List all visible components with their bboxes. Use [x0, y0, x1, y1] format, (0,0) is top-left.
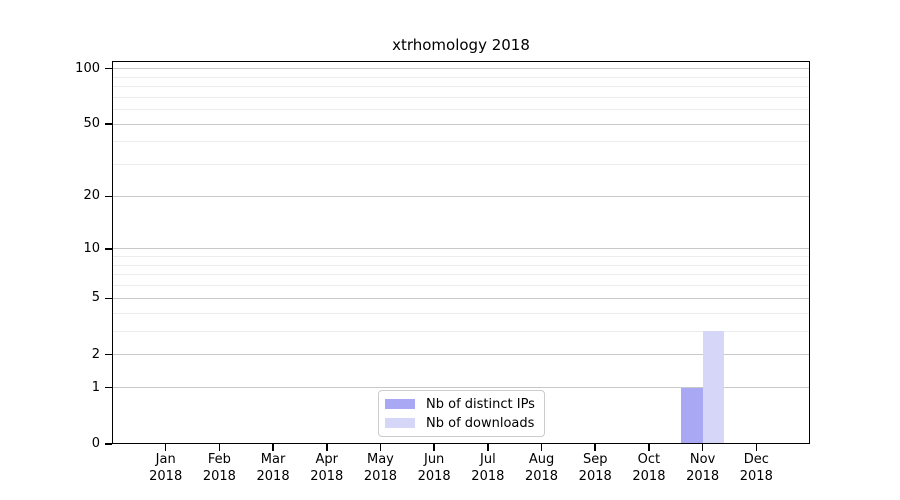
gridline-minor-9 [112, 256, 810, 258]
y-tick-label-2: 2 [91, 346, 100, 362]
x-tick-label-line: 2018 [578, 469, 612, 484]
x-tick-label-mar-2018: Mar 2018 [243, 451, 303, 485]
x-tick-label-line: 2018 [632, 469, 666, 484]
x-tick-label-line: May [367, 452, 394, 467]
bar-nov-2018-nb-of-downloads [702, 331, 725, 444]
gridline-major-50 [112, 123, 810, 125]
x-tick-mark-sep-2018 [594, 444, 596, 451]
gridline-minor-90 [112, 76, 810, 78]
x-tick-label-line: 2018 [149, 469, 183, 484]
y-tick-label-100: 100 [75, 60, 100, 76]
legend-item-downloads: Nb of downloads [385, 416, 538, 431]
x-tick-label-line: Sep [582, 452, 608, 467]
x-tick-label-sep-2018: Sep 2018 [565, 451, 625, 485]
x-tick-label-nov-2018: Nov 2018 [673, 451, 733, 485]
x-tick-label-line: 2018 [363, 469, 397, 484]
bar-nov-2018-nb-of-distinct-ips [681, 387, 703, 444]
x-tick-mark-dec-2018 [755, 444, 758, 451]
gridline-major-20 [112, 195, 810, 197]
x-tick-mark-oct-2018 [648, 444, 650, 451]
gridline-minor-60 [112, 109, 810, 111]
chart-title: xtrhomology 2018 [392, 36, 530, 54]
x-tick-mark-mar-2018 [272, 444, 274, 451]
legend-label-distinct-ips: Nb of distinct IPs [426, 396, 535, 412]
gridline-minor-8 [112, 264, 810, 266]
gridline-minor-7 [112, 274, 810, 276]
y-tick-label-0: 0 [91, 436, 100, 451]
gridline-minor-70 [112, 96, 810, 98]
x-tick-label-line: 2018 [256, 469, 290, 484]
x-tick-label-oct-2018: Oct 2018 [619, 451, 679, 485]
x-tick-label-line: Jul [480, 452, 496, 467]
x-tick-label-line: 2018 [739, 469, 773, 484]
x-tick-label-line: Jan [155, 452, 176, 467]
gridline-major-10 [112, 248, 810, 250]
y-tick-label-50: 50 [83, 116, 100, 132]
legend-swatch-downloads-icon [385, 418, 415, 428]
x-tick-label-line: Nov [689, 452, 716, 467]
legend-item-distinct-ips: Nb of distinct IPs [385, 397, 538, 412]
gridline-minor-30 [112, 164, 810, 166]
x-tick-mark-jun-2018 [433, 444, 435, 451]
x-tick-label-line: Feb [207, 452, 231, 467]
gridline-minor-6 [112, 285, 810, 287]
x-tick-label-line: Dec [743, 452, 769, 467]
y-tick-mark-50 [105, 123, 112, 125]
y-tick-mark-0 [105, 443, 112, 445]
y-tick-mark-2 [105, 353, 112, 356]
x-tick-label-line: Oct [637, 452, 661, 467]
y-tick-mark-20 [105, 195, 112, 198]
x-tick-mark-apr-2018 [326, 444, 328, 451]
y-tick-label-1: 1 [91, 379, 100, 395]
x-tick-label-line: Aug [528, 452, 555, 467]
y-tick-label-10: 10 [83, 240, 100, 256]
x-tick-label-aug-2018: Aug 2018 [512, 451, 572, 485]
x-tick-label-may-2018: May 2018 [350, 451, 410, 485]
x-tick-mark-jul-2018 [487, 444, 489, 451]
gridline-major-100 [112, 68, 810, 70]
x-tick-label-line: 2018 [310, 469, 344, 484]
gridline-minor-80 [112, 86, 810, 88]
x-tick-mark-nov-2018 [701, 444, 704, 451]
x-tick-mark-jan-2018 [164, 444, 167, 451]
x-tick-label-line: Mar [260, 452, 286, 467]
x-tick-label-dec-2018: Dec 2018 [726, 451, 786, 485]
gridline-major-1 [112, 387, 810, 389]
x-tick-label-line: 2018 [202, 469, 236, 484]
y-tick-mark-1 [105, 386, 112, 389]
y-tick-mark-100 [105, 67, 112, 70]
x-tick-label-line: 2018 [417, 469, 451, 484]
x-tick-label-apr-2018: Apr 2018 [297, 451, 357, 485]
x-tick-label-jul-2018: Jul 2018 [458, 451, 518, 485]
legend-label-downloads: Nb of downloads [426, 415, 535, 431]
x-tick-label-line: 2018 [524, 469, 559, 484]
gridline-minor-3 [112, 330, 810, 332]
legend: Nb of distinct IPs Nb of downloads [378, 390, 545, 437]
y-tick-label-5: 5 [91, 290, 100, 306]
x-tick-label-line: 2018 [686, 469, 720, 484]
gridline-major-2 [112, 354, 810, 356]
x-tick-label-jun-2018: Jun 2018 [404, 451, 464, 485]
x-tick-label-line: Jun [423, 452, 445, 467]
gridline-major-5 [112, 297, 810, 299]
x-tick-mark-feb-2018 [218, 444, 221, 451]
y-tick-mark-5 [105, 297, 112, 300]
legend-swatch-distinct-ips-icon [385, 399, 415, 409]
gridline-minor-40 [112, 141, 810, 143]
x-tick-label-jan-2018: Jan 2018 [136, 451, 196, 485]
y-tick-mark-10 [105, 248, 112, 250]
gridline-minor-4 [112, 312, 810, 314]
y-tick-label-20: 20 [83, 188, 100, 204]
x-tick-mark-aug-2018 [540, 444, 543, 451]
x-tick-label-feb-2018: Feb 2018 [189, 451, 249, 485]
x-tick-label-line: 2018 [471, 469, 505, 484]
x-tick-mark-may-2018 [379, 444, 382, 451]
x-tick-label-line: Apr [315, 452, 339, 467]
